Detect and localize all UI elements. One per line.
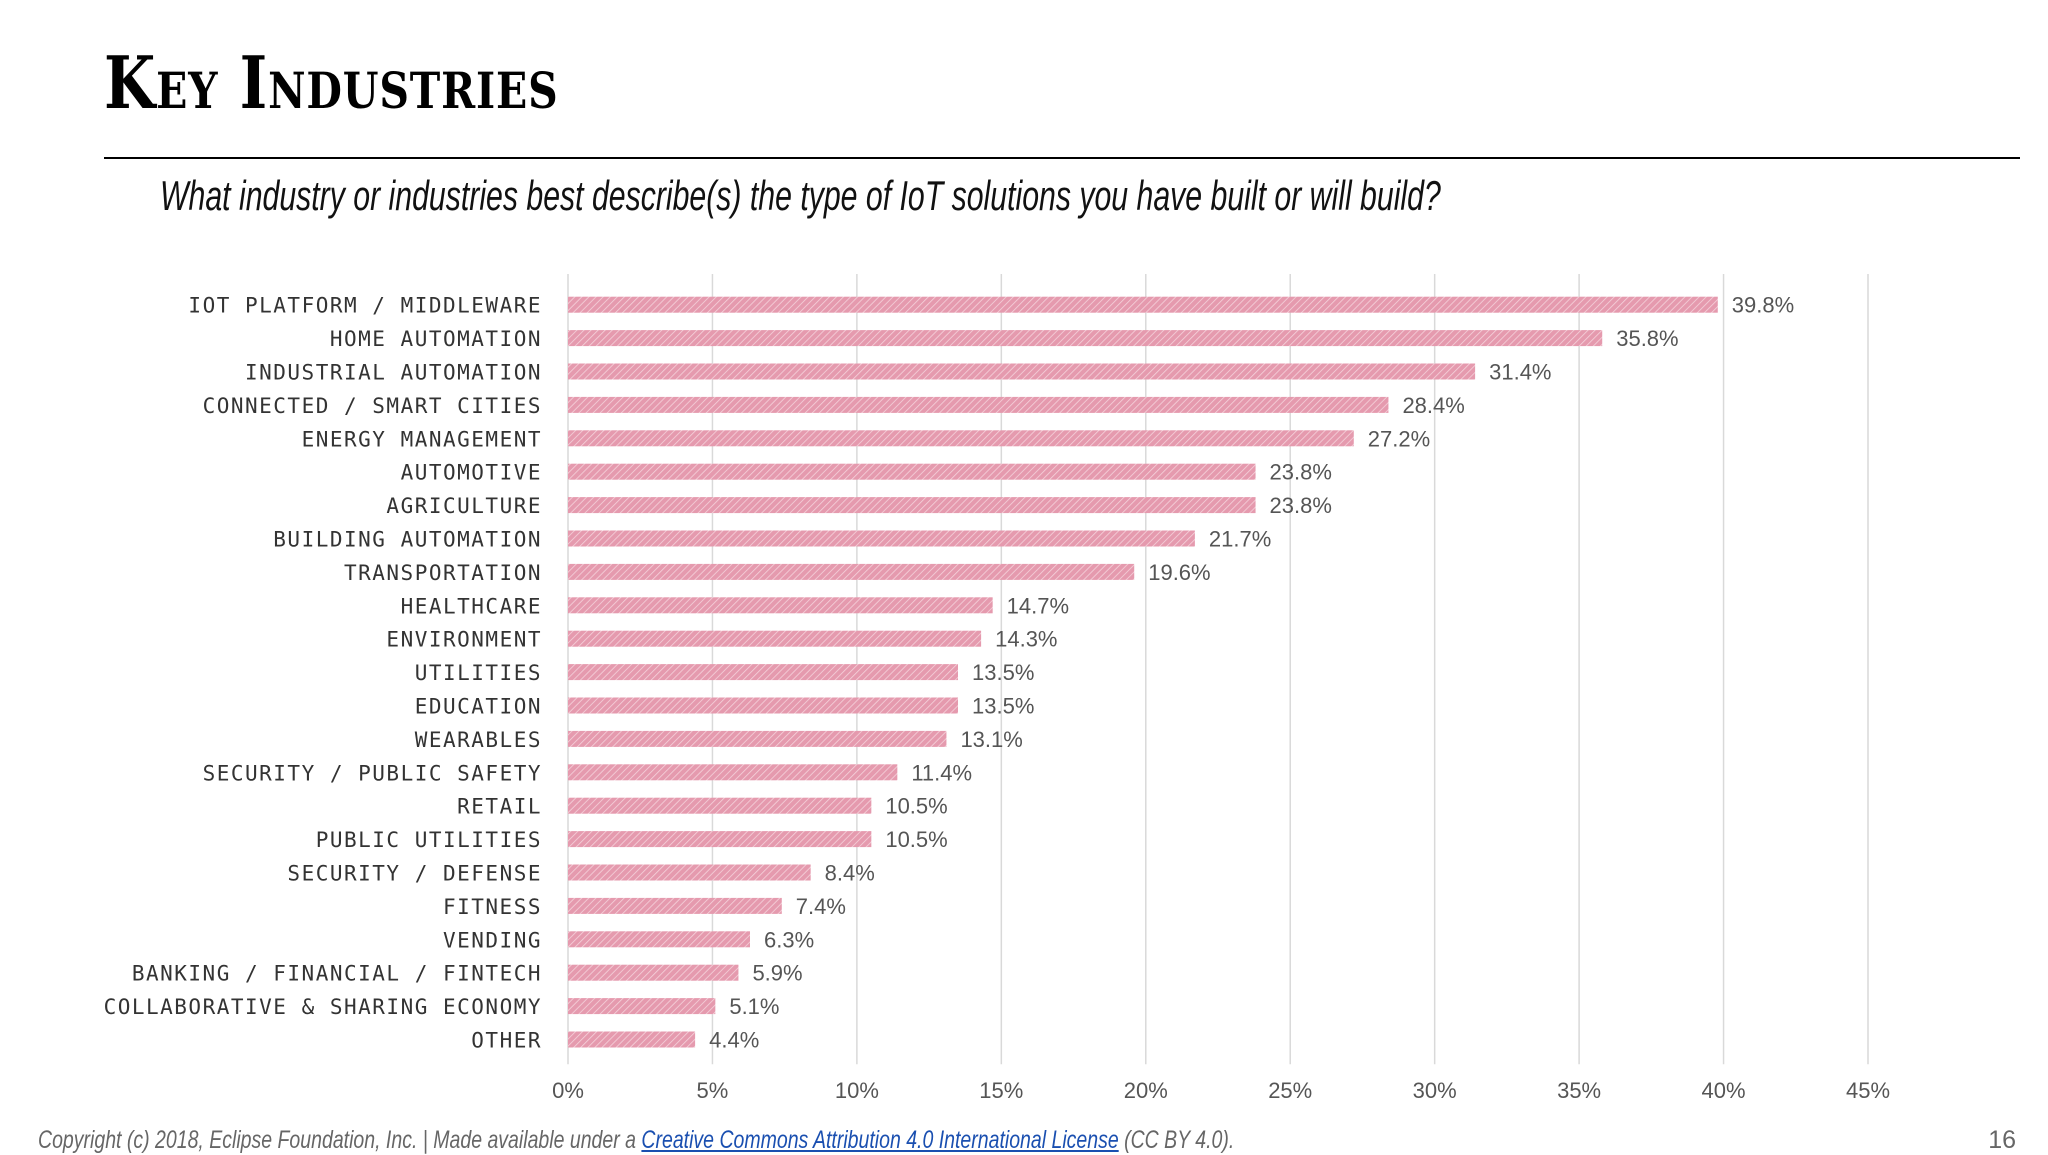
x-tick-label: 0% — [552, 1078, 584, 1100]
bar — [568, 497, 1256, 514]
category-label: HOME AUTOMATION — [330, 327, 542, 351]
copyright-footer: Copyright (c) 2018, Eclipse Foundation, … — [38, 1126, 1234, 1155]
x-tick-label: 35% — [1557, 1078, 1601, 1100]
category-label: IOT PLATFORM / MIDDLEWARE — [188, 294, 542, 318]
bar — [568, 998, 716, 1015]
value-label: 7.4% — [796, 894, 846, 919]
category-label: VENDING — [443, 928, 542, 952]
category-label: CONNECTED / SMART CITIES — [203, 394, 542, 418]
value-label: 21.7% — [1209, 527, 1271, 552]
category-label: INDUSTRIAL AUTOMATION — [245, 361, 542, 385]
bar — [568, 697, 958, 714]
bar — [568, 664, 958, 681]
category-labels: IOT PLATFORM / MIDDLEWARE HOME AUTOMATION… — [104, 294, 542, 1053]
value-label: 19.6% — [1148, 560, 1210, 585]
bar — [568, 730, 947, 747]
bar-chart: IOT PLATFORM / MIDDLEWARE HOME AUTOMATION… — [104, 274, 1890, 1100]
value-label: 14.3% — [995, 627, 1057, 652]
category-label: SECURITY / DEFENSE — [287, 862, 542, 886]
license-link[interactable]: Creative Commons Attribution 4.0 Interna… — [641, 1126, 1119, 1154]
bar — [568, 396, 1389, 413]
value-label: 13.5% — [972, 660, 1034, 685]
category-label: BUILDING AUTOMATION — [273, 528, 542, 552]
value-label: 5.1% — [729, 994, 779, 1019]
category-label: EDUCATION — [415, 695, 542, 719]
bar — [568, 530, 1195, 547]
category-label: ENVIRONMENT — [386, 628, 542, 652]
bar — [568, 1031, 696, 1048]
value-label: 39.8% — [1732, 293, 1794, 318]
value-label: 23.8% — [1270, 493, 1332, 518]
category-label: AUTOMOTIVE — [401, 461, 542, 485]
footer-suffix: (CC BY 4.0). — [1118, 1126, 1235, 1154]
x-tick-label: 40% — [1702, 1078, 1746, 1100]
x-tick-label: 25% — [1268, 1078, 1312, 1100]
category-label: COLLABORATIVE & SHARING ECONOMY — [104, 995, 542, 1019]
value-label: 13.1% — [960, 727, 1022, 752]
category-label: SECURITY / PUBLIC SAFETY — [203, 761, 542, 785]
bars — [568, 296, 1718, 1048]
x-tick-label: 15% — [979, 1078, 1023, 1100]
value-label: 10.5% — [885, 827, 947, 852]
bar — [568, 430, 1354, 447]
value-label: 11.4% — [911, 760, 972, 785]
category-label: WEARABLES — [415, 728, 542, 752]
bar — [568, 864, 811, 881]
x-tick-label: 30% — [1413, 1078, 1457, 1100]
category-label: HEALTHCARE — [401, 594, 542, 618]
value-label: 6.3% — [764, 927, 814, 952]
page-number: 16 — [1988, 1126, 2016, 1154]
x-tick-label: 5% — [697, 1078, 729, 1100]
bar — [568, 363, 1476, 380]
bar — [568, 797, 872, 814]
bar — [568, 897, 782, 914]
category-label: PUBLIC UTILITIES — [316, 828, 542, 852]
bar — [568, 764, 898, 781]
value-label: 4.4% — [709, 1028, 759, 1053]
survey-question: What industry or industries best describ… — [160, 172, 1441, 219]
bar — [568, 831, 872, 848]
value-labels: 39.8% 35.8% 31.4% 28.4% 27.2% 23.8% 23.8% 21.7%… — [709, 293, 1794, 1053]
bar — [568, 563, 1135, 580]
category-label: OTHER — [471, 1029, 542, 1053]
value-label: 13.5% — [972, 694, 1034, 719]
category-label: TRANSPORTATION — [344, 561, 542, 585]
bar — [568, 931, 750, 948]
value-label: 28.4% — [1402, 393, 1464, 418]
bar — [568, 296, 1718, 313]
value-label: 8.4% — [825, 861, 875, 886]
value-label: 35.8% — [1616, 326, 1678, 351]
bar — [568, 330, 1603, 347]
footer-prefix: Copyright (c) 2018, Eclipse Foundation, … — [38, 1126, 642, 1154]
value-label: 31.4% — [1489, 360, 1551, 385]
bar — [568, 964, 739, 981]
value-label: 14.7% — [1007, 593, 1069, 618]
bar — [568, 597, 993, 614]
value-label: 23.8% — [1270, 460, 1332, 485]
value-label: 10.5% — [885, 794, 947, 819]
bar — [568, 630, 982, 647]
x-tick-label: 45% — [1846, 1078, 1890, 1100]
category-label: AGRICULTURE — [386, 494, 542, 518]
x-tick-label: 10% — [835, 1078, 879, 1100]
category-label: FITNESS — [443, 895, 542, 919]
value-label: 27.2% — [1368, 426, 1430, 451]
x-tick-label: 20% — [1124, 1078, 1168, 1100]
x-axis-ticks: 0% 5% 10% 15% 20% 25% 30% 35% 40% 45% — [552, 1078, 1890, 1100]
bar — [568, 463, 1256, 480]
category-label: BANKING / FINANCIAL / FINTECH — [132, 962, 542, 986]
slide-title: Key Industries — [104, 40, 559, 125]
title-divider — [104, 157, 2020, 159]
category-label: RETAIL — [457, 795, 542, 819]
value-label: 5.9% — [752, 961, 802, 986]
category-label: UTILITIES — [415, 661, 542, 685]
category-label: ENERGY MANAGEMENT — [302, 427, 542, 451]
